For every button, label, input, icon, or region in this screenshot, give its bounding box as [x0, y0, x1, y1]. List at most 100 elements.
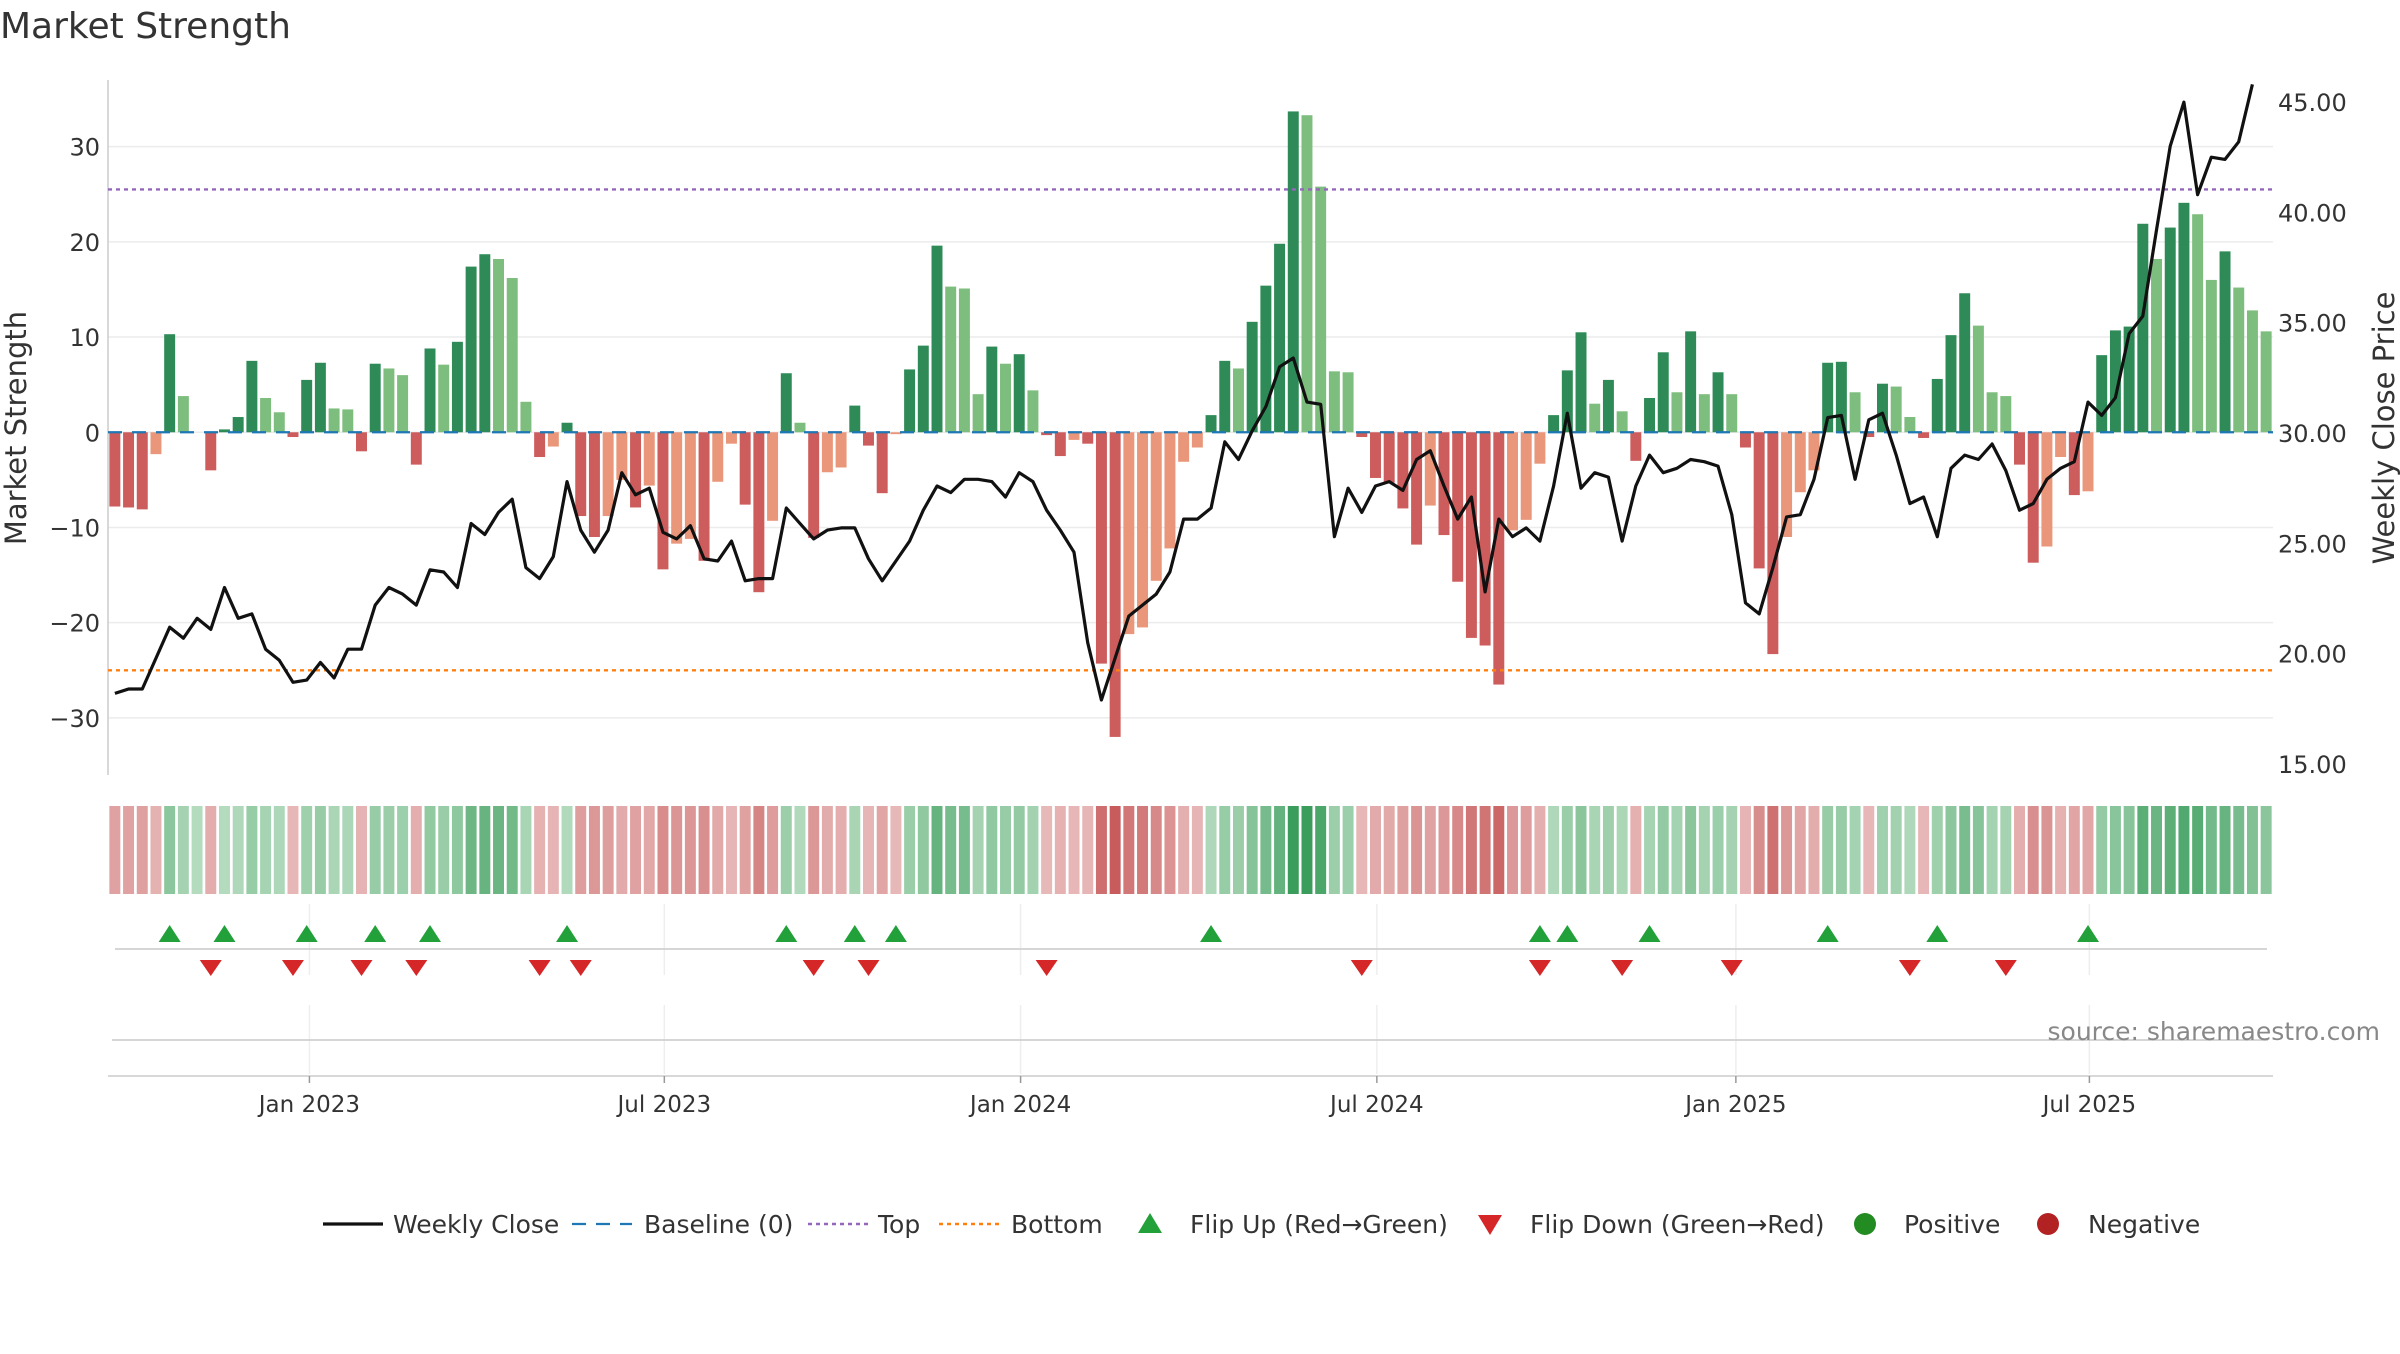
y2-tick-label: 35.00 [2278, 310, 2347, 338]
heat-strip-cell [2109, 806, 2121, 894]
strength-bar [657, 432, 669, 570]
heat-strip-cell [1397, 806, 1409, 894]
heat-strip-cell [1644, 806, 1656, 894]
strength-bar [1863, 432, 1875, 438]
strength-bar [890, 432, 902, 435]
heat-strip-cell [2178, 806, 2190, 894]
heat-strip-cell [397, 806, 409, 894]
heat-strip-cell [1452, 806, 1464, 894]
strength-bar [972, 394, 984, 433]
x-tick-label: Jan 2025 [1683, 1092, 1786, 1118]
legend-label: Flip Up (Red→Green) [1190, 1210, 1448, 1239]
legend-label: Positive [1904, 1210, 2000, 1239]
strength-bar [301, 379, 313, 433]
flip-down-marker [350, 960, 373, 976]
heat-strip-cell [1753, 806, 1765, 894]
strength-bar [1698, 394, 1710, 433]
strength-bar [698, 432, 710, 561]
strength-bar [260, 397, 272, 433]
strength-bar [1479, 432, 1491, 646]
flip-down-marker [1528, 960, 1551, 976]
strength-bar [1260, 285, 1272, 433]
heat-strip-cell [1137, 806, 1149, 894]
heat-strip-cell [1959, 806, 1971, 894]
strength-bar [1712, 372, 1724, 433]
heat-strip-cell [821, 806, 833, 894]
x-tick-label: Jul 2025 [2041, 1092, 2137, 1118]
x-tick-label: Jul 2024 [1328, 1092, 1424, 1118]
heat-strip-cell [2205, 806, 2217, 894]
strength-bar [1109, 432, 1121, 737]
strength-bar [821, 432, 833, 473]
heat-strip-cell [1082, 806, 1094, 894]
strength-bar [451, 341, 463, 433]
heat-strip-cell [1589, 806, 1601, 894]
y2-tick-label: 15.00 [2278, 751, 2347, 779]
heat-strip-cell [630, 806, 642, 894]
strength-bar [1602, 379, 1614, 433]
heat-strip-cell [2137, 806, 2149, 894]
strength-bar [1082, 432, 1094, 444]
strength-bar [1726, 394, 1738, 433]
strength-bar [109, 432, 121, 507]
heat-strip-cell [1013, 806, 1025, 894]
strength-bar [150, 432, 162, 455]
strength-bar [808, 432, 820, 538]
strength-bar [1342, 372, 1354, 433]
heat-strip-cell [1657, 806, 1669, 894]
heat-strip-cell [1808, 806, 1820, 894]
strength-bar [2260, 331, 2272, 433]
y-tick-label: −30 [49, 705, 100, 733]
heat-strip-cell [1781, 806, 1793, 894]
strength-bar [1274, 243, 1286, 433]
heat-strip-cell [218, 806, 230, 894]
heat-strip-cell [575, 806, 587, 894]
heat-strip-cell [191, 806, 203, 894]
strength-bar [780, 373, 792, 433]
strength-bar [1205, 415, 1217, 433]
heat-strip-cell [643, 806, 655, 894]
y2-tick-label: 30.00 [2278, 420, 2347, 448]
strength-bar [2041, 432, 2053, 547]
strength-bar [1739, 432, 1751, 448]
strength-bar [123, 432, 135, 508]
flip-down-marker [1898, 960, 1921, 976]
strength-bar [246, 360, 258, 433]
heat-strip-cell [986, 806, 998, 894]
y-tick-label: −10 [49, 514, 100, 542]
heat-strip-cell [1534, 806, 1546, 894]
heat-strip-cell [314, 806, 326, 894]
x-tick-label: Jul 2023 [616, 1092, 712, 1118]
heat-strip-cell [1493, 806, 1505, 894]
chart-title: Market Strength [0, 6, 291, 47]
heat-strip-cell [301, 806, 313, 894]
heat-strip-cell [424, 806, 436, 894]
heat-strip-cell [1465, 806, 1477, 894]
heat-strip-cell [2055, 806, 2067, 894]
heat-strip-cell [328, 806, 340, 894]
heat-strip-cell [356, 806, 367, 894]
heat-strip-cell [438, 806, 450, 894]
strength-bar [232, 417, 244, 433]
heat-strip-cell [547, 806, 559, 894]
heat-strip-cell [2096, 806, 2108, 894]
flip-down-marker [1720, 960, 1743, 976]
heat-strip-cell [712, 806, 724, 894]
strength-bar [424, 348, 436, 433]
strength-bar [1918, 432, 1930, 438]
strength-bar [1301, 115, 1313, 433]
strength-bar [1671, 392, 1683, 433]
heat-strip-cell [849, 806, 861, 894]
legend-label: Negative [2088, 1210, 2200, 1239]
strength-bar [328, 408, 340, 433]
flip-down-marker [405, 960, 428, 976]
strength-bar [753, 432, 765, 593]
heat-strip-cell [1931, 806, 1943, 894]
heat-strip-cell [1356, 806, 1368, 894]
flip-up-marker [556, 925, 579, 942]
heat-strip-cell [753, 806, 765, 894]
strength-bar [1013, 354, 1025, 433]
heat-strip-cell [657, 806, 669, 894]
strength-bar [2178, 202, 2190, 433]
y-tick-label: 10 [69, 324, 100, 352]
